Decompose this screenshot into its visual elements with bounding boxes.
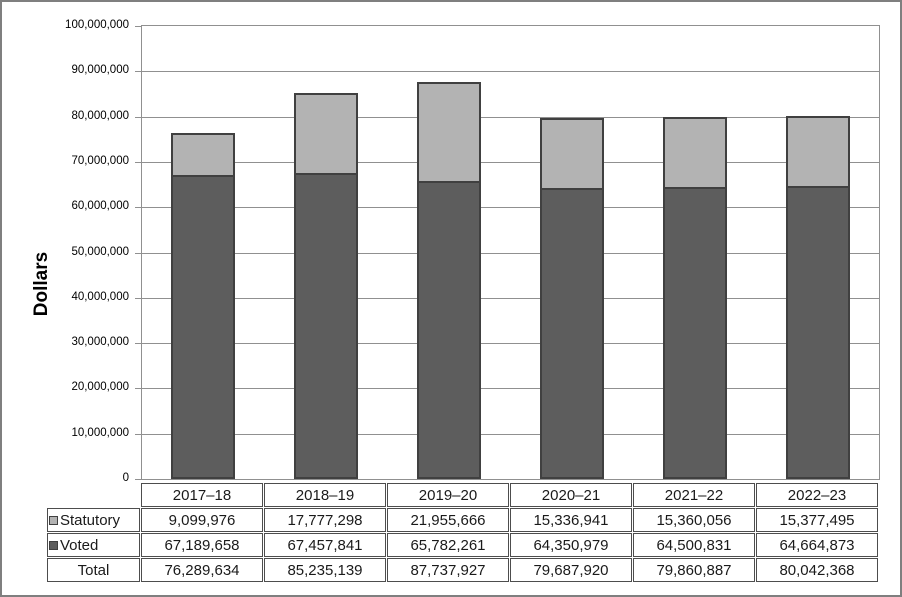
row-label-text: Statutory (60, 511, 121, 529)
y-axis-tick (135, 26, 141, 27)
table-header-cell: 2021–22 (633, 483, 755, 507)
y-tick-label: 10,000,000 (71, 426, 129, 439)
y-tick-label: 60,000,000 (71, 200, 129, 213)
y-axis-tick (135, 433, 141, 435)
plot-area (135, 25, 880, 480)
table-value-cell: 67,189,658 (141, 533, 263, 557)
legend-key-statutory-icon (49, 515, 58, 525)
legend-key-voted-icon (49, 540, 58, 550)
y-tick-label: 90,000,000 (71, 64, 129, 77)
gridline (142, 433, 879, 435)
y-axis-tick (135, 297, 141, 299)
gridline (142, 71, 879, 73)
table-value-cell: 67,457,841 (264, 533, 386, 557)
table-header-cell: 2020–21 (510, 483, 632, 507)
table-header-cell: 2018–19 (264, 483, 386, 507)
table-value-cell: 15,360,056 (633, 508, 755, 532)
y-axis-tick (135, 479, 141, 480)
y-tick-label: 0 (122, 472, 129, 484)
gridline (142, 297, 879, 299)
y-axis-tick-labels: 0 10,000,000 20,000,000 30,000,000 40,000,00… (2, 19, 129, 484)
gridline (142, 343, 879, 345)
bar-segment-voted-2018–19 (294, 173, 359, 479)
data-table: 2017–18 2018–19 2019–20 2020–21 2021–22 2022–… (47, 483, 878, 582)
table-row-label-voted: Voted (47, 533, 140, 557)
table-value-cell: 64,664,873 (756, 533, 878, 557)
bar-segment-voted-2017–18 (171, 174, 236, 479)
bar-segment-statutory-2021–22 (662, 117, 727, 189)
y-tick-label: 30,000,000 (71, 336, 129, 349)
table-value-cell: 79,860,887 (633, 558, 755, 582)
y-axis-tick (135, 343, 141, 345)
table-value-cell: 17,777,298 (264, 508, 386, 532)
table-value-cell: 15,377,495 (756, 508, 878, 532)
y-axis-tick (135, 71, 141, 73)
gridline (142, 207, 879, 209)
y-axis-tick (135, 207, 141, 209)
table-value-cell: 79,687,920 (510, 558, 632, 582)
table-value-cell: 85,235,139 (264, 558, 386, 582)
table-value-cell: 64,500,831 (633, 533, 755, 557)
y-axis-tick (135, 388, 141, 390)
table-value-cell: 76,289,634 (141, 558, 263, 582)
table-value-cell: 65,782,261 (387, 533, 509, 557)
y-tick-label: 40,000,000 (71, 290, 129, 303)
gridline (142, 161, 879, 163)
gridline (142, 388, 879, 390)
table-value-cell: 15,336,941 (510, 508, 632, 532)
y-tick-label: 80,000,000 (71, 109, 129, 122)
table-header-cell: 2022–23 (756, 483, 878, 507)
table-value-cell: 80,042,368 (756, 558, 878, 582)
bar-segment-voted-2019–20 (417, 181, 482, 479)
table-value-cell: 64,350,979 (510, 533, 632, 557)
bar-segment-voted-2021–22 (662, 186, 727, 479)
bar-segment-voted-2020–21 (539, 187, 604, 479)
row-label-text: Total (77, 561, 110, 579)
gridline (142, 252, 879, 254)
table-corner-cell (47, 483, 140, 507)
y-tick-label: 100,000,000 (65, 19, 129, 31)
table-header-cell: 2017–18 (141, 483, 263, 507)
y-tick-label: 70,000,000 (71, 154, 129, 167)
y-axis-tick (135, 116, 141, 118)
bar-segment-statutory-2018–19 (294, 92, 359, 176)
y-axis-tick (135, 161, 141, 163)
bar-segment-statutory-2022–23 (785, 116, 850, 189)
y-tick-label: 50,000,000 (71, 245, 129, 258)
table-value-cell: 9,099,976 (141, 508, 263, 532)
bar-segment-voted-2022–23 (785, 186, 850, 479)
gridline (142, 116, 879, 118)
y-tick-label: 20,000,000 (71, 381, 129, 394)
table-value-cell: 21,955,666 (387, 508, 509, 532)
table-row-label-statutory: Statutory (47, 508, 140, 532)
table-value-cell: 87,737,927 (387, 558, 509, 582)
bar-segment-statutory-2020–21 (539, 118, 604, 190)
row-label-text: Voted (60, 536, 99, 554)
table-row-label-total: Total (47, 558, 140, 582)
bar-segment-statutory-2017–18 (171, 133, 236, 177)
table-header-cell: 2019–20 (387, 483, 509, 507)
bar-segment-statutory-2019–20 (417, 81, 482, 183)
y-axis-tick (135, 252, 141, 254)
